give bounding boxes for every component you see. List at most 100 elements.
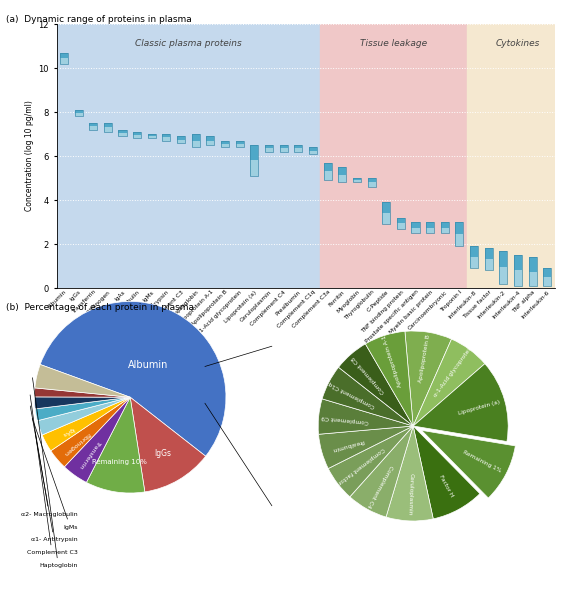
Wedge shape xyxy=(413,426,480,519)
Bar xyxy=(470,246,478,268)
Bar xyxy=(221,140,229,147)
Text: α1- Antitrypsin: α1- Antitrypsin xyxy=(30,406,78,542)
Bar xyxy=(162,137,170,140)
Bar xyxy=(353,178,361,180)
Bar xyxy=(456,234,464,246)
Bar xyxy=(177,139,185,143)
Bar xyxy=(207,136,215,145)
Bar xyxy=(89,123,97,130)
Bar xyxy=(411,222,419,233)
Text: (a)  Dynamic range of proteins in plasma: (a) Dynamic range of proteins in plasma xyxy=(6,15,191,24)
Bar xyxy=(265,145,273,152)
Bar xyxy=(280,148,288,152)
Bar xyxy=(294,145,302,148)
Bar xyxy=(514,255,522,271)
Bar xyxy=(177,136,185,143)
Bar xyxy=(221,140,229,144)
Bar xyxy=(529,257,537,271)
Wedge shape xyxy=(328,426,413,497)
Bar xyxy=(89,123,97,127)
Bar xyxy=(353,178,361,182)
Bar xyxy=(338,167,346,175)
Bar xyxy=(104,123,112,127)
Bar xyxy=(207,140,215,145)
Bar xyxy=(499,267,508,284)
Bar xyxy=(118,130,127,133)
Bar xyxy=(484,248,493,271)
Bar xyxy=(411,227,419,233)
Wedge shape xyxy=(35,397,130,421)
Bar xyxy=(133,132,141,135)
Text: Lipoprotein (a): Lipoprotein (a) xyxy=(457,399,500,416)
Text: Complement C8: Complement C8 xyxy=(351,355,386,394)
Text: IgMs: IgMs xyxy=(32,418,78,530)
Wedge shape xyxy=(40,301,226,456)
Wedge shape xyxy=(405,331,452,426)
Wedge shape xyxy=(51,397,130,467)
Bar xyxy=(529,271,537,286)
Bar xyxy=(367,178,376,187)
Wedge shape xyxy=(322,367,413,426)
Bar xyxy=(324,163,332,180)
Wedge shape xyxy=(422,430,515,498)
Bar xyxy=(60,53,68,58)
Text: IgAs: IgAs xyxy=(61,426,75,437)
Bar xyxy=(75,110,83,113)
Bar xyxy=(294,145,302,152)
Bar xyxy=(484,259,493,271)
Bar xyxy=(367,182,376,187)
Bar xyxy=(148,134,156,139)
Bar xyxy=(162,134,170,137)
Bar xyxy=(133,132,141,139)
Bar xyxy=(529,257,537,286)
Bar xyxy=(265,145,273,148)
Bar xyxy=(221,144,229,147)
Wedge shape xyxy=(318,399,413,434)
Bar xyxy=(309,151,317,154)
Wedge shape xyxy=(338,344,413,426)
Wedge shape xyxy=(386,426,433,521)
Text: Complement C9: Complement C9 xyxy=(321,414,369,424)
Bar xyxy=(265,148,273,152)
Bar xyxy=(235,140,244,144)
Text: Apolipoprotein A-1: Apolipoprotein A-1 xyxy=(382,334,403,388)
Bar xyxy=(309,147,317,151)
Bar xyxy=(192,134,200,140)
Wedge shape xyxy=(35,397,130,409)
Bar xyxy=(411,222,419,227)
Bar xyxy=(60,53,68,64)
Bar xyxy=(235,144,244,147)
Text: α2- Macroglobulin: α2- Macroglobulin xyxy=(21,432,78,517)
Bar xyxy=(324,172,332,180)
Text: Remaining 1%: Remaining 1% xyxy=(462,450,503,474)
Bar xyxy=(514,271,522,286)
Text: Remaining 10%: Remaining 10% xyxy=(92,458,147,464)
Wedge shape xyxy=(35,388,130,397)
Bar xyxy=(192,140,200,147)
Bar xyxy=(441,222,449,227)
Bar xyxy=(60,58,68,64)
Text: Factor H: Factor H xyxy=(438,474,454,498)
Bar xyxy=(441,222,449,233)
Bar xyxy=(470,246,478,257)
Text: Haptoglobin: Haptoglobin xyxy=(32,378,78,568)
Wedge shape xyxy=(35,364,130,397)
Bar xyxy=(426,227,434,233)
Bar xyxy=(192,134,200,147)
Bar xyxy=(309,147,317,154)
Bar xyxy=(89,127,97,130)
Text: Albumin: Albumin xyxy=(128,361,168,370)
Bar xyxy=(148,134,156,136)
Bar xyxy=(397,218,405,229)
Bar xyxy=(426,222,434,233)
Bar xyxy=(543,268,551,277)
Bar xyxy=(104,123,112,132)
Bar xyxy=(118,133,127,136)
Bar xyxy=(484,248,493,259)
Wedge shape xyxy=(413,364,508,442)
Bar xyxy=(118,130,127,136)
Bar xyxy=(470,257,478,268)
Wedge shape xyxy=(350,426,413,517)
Bar xyxy=(133,135,141,139)
Bar xyxy=(250,145,259,160)
